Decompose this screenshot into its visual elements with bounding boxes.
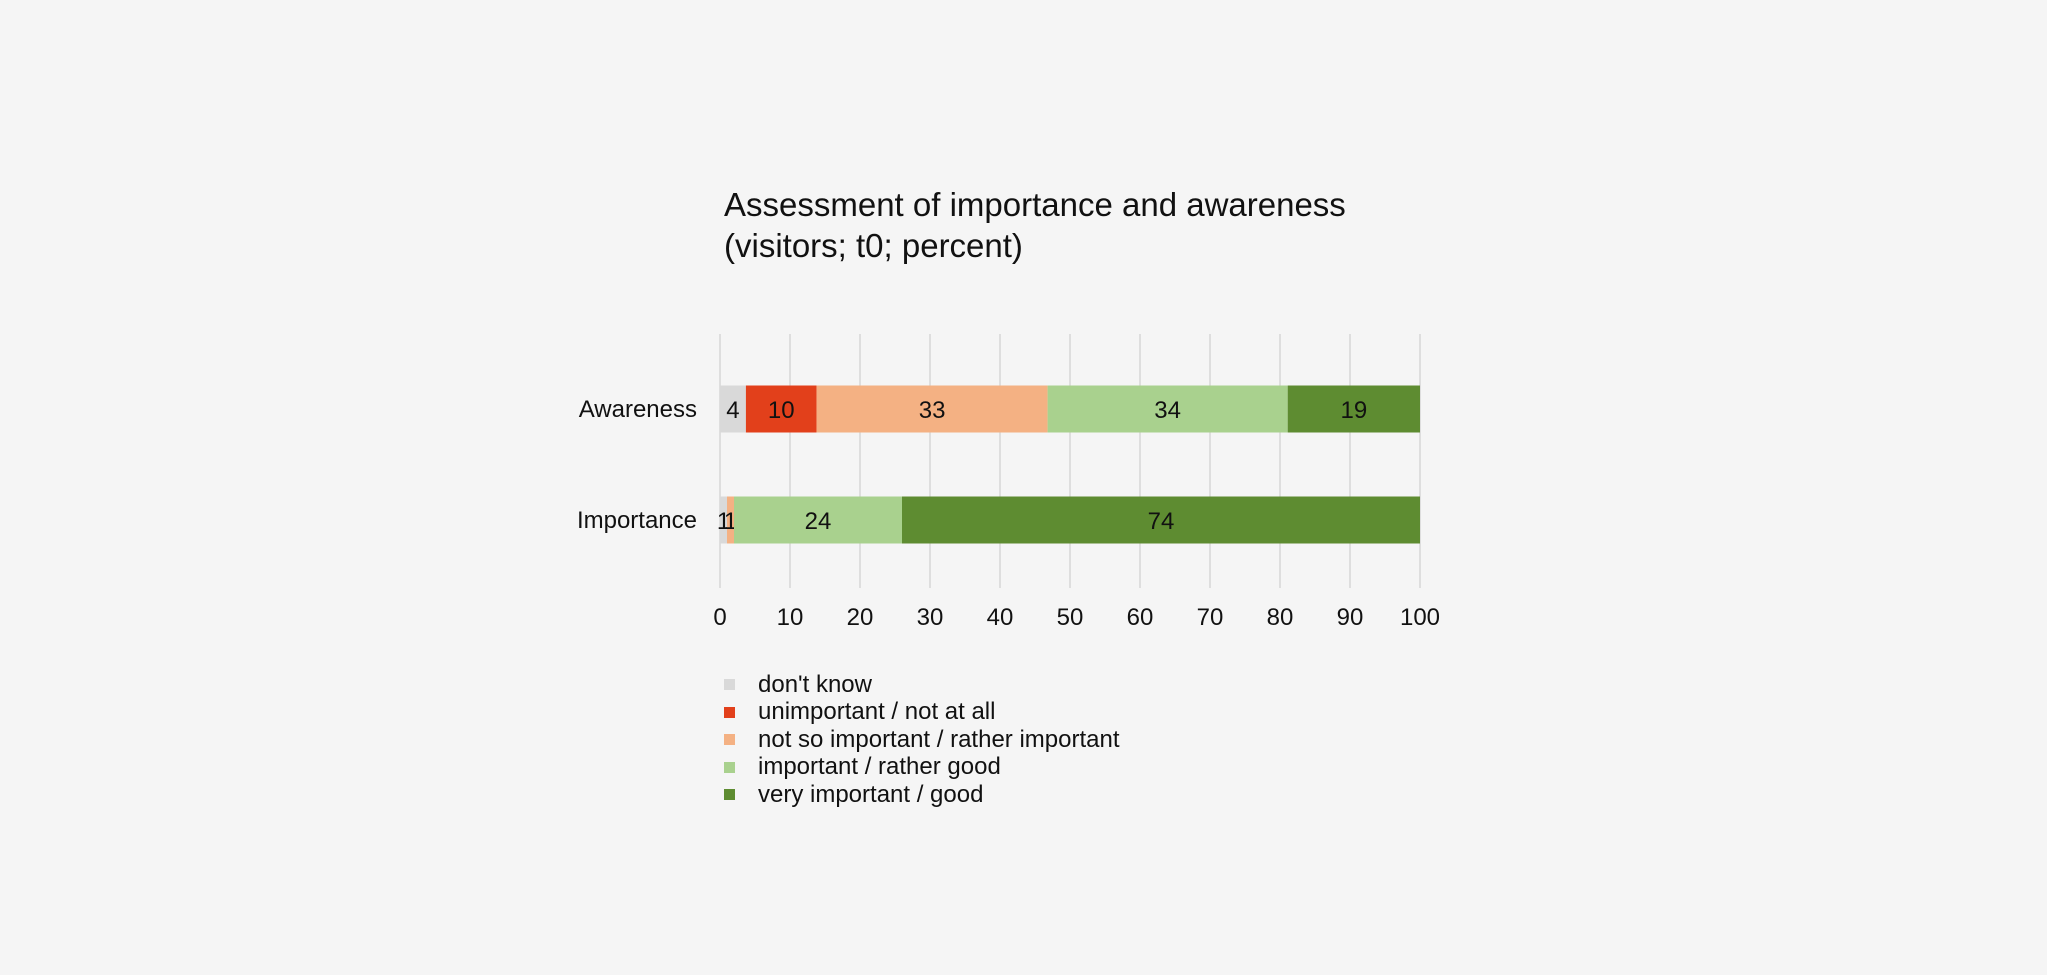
bar-segment: [902, 496, 1420, 544]
data-label: 10: [768, 397, 795, 424]
legend-label: unimportant / not at all: [758, 698, 996, 726]
bar-segment: [745, 385, 817, 433]
bar-segment: [816, 385, 1048, 433]
legend-label: don't know: [758, 670, 872, 698]
x-tick-label: 90: [1337, 604, 1364, 631]
x-tick-label: 60: [1127, 604, 1154, 631]
x-tick-label: 100: [1400, 604, 1440, 631]
bar-segment: [1287, 385, 1420, 433]
legend-item: important / rather good: [724, 753, 1120, 782]
legend-label: important / rather good: [758, 753, 1001, 781]
data-label: 19: [1340, 397, 1367, 424]
legend-item: very important / good: [724, 781, 1120, 809]
legend-label: not so important / rather important: [758, 725, 1120, 753]
data-label: 1: [717, 508, 730, 535]
data-label: 4: [726, 397, 739, 424]
data-label: 74: [1148, 508, 1175, 535]
data-label: 24: [805, 508, 832, 535]
data-label: 1: [724, 508, 737, 535]
bar-segment: [734, 496, 902, 544]
chart-title: Assessment of importance and awareness (…: [724, 184, 1346, 266]
y-category-label: Importance: [577, 507, 697, 534]
legend-swatch: [724, 789, 735, 801]
data-label: 33: [919, 397, 946, 424]
bar-segment: [1047, 385, 1288, 433]
legend-label: very important / good: [758, 780, 984, 808]
legend-item: don't know: [724, 671, 1120, 699]
legend-swatch: [724, 706, 735, 718]
x-tick-label: 40: [987, 604, 1014, 631]
bar-segment: [720, 496, 727, 544]
bar-segment: [727, 496, 734, 544]
x-tick-label: 70: [1197, 604, 1224, 631]
x-tick-label: 10: [777, 604, 804, 631]
chart-legend: don't know unimportant / not at all not so…: [724, 671, 1120, 809]
legend-item: not so important / rather important: [724, 726, 1120, 754]
legend-swatch: [724, 761, 735, 773]
data-label: 34: [1154, 397, 1181, 424]
x-tick-label: 20: [847, 604, 874, 631]
x-tick-label: 30: [917, 604, 944, 631]
x-tick-label: 50: [1057, 604, 1084, 631]
chart-title-line: Assessment of importance and awareness: [724, 186, 1346, 223]
chart-subtitle: (visitors; t0; percent): [724, 227, 1023, 264]
x-tick-label: 0: [713, 604, 726, 631]
y-category-label: Awareness: [579, 396, 697, 423]
legend-item: unimportant / not at all: [724, 698, 1120, 727]
legend-swatch: [724, 734, 735, 746]
bar-segment: [720, 385, 746, 433]
legend-swatch: [724, 679, 735, 691]
x-tick-label: 80: [1267, 604, 1294, 631]
